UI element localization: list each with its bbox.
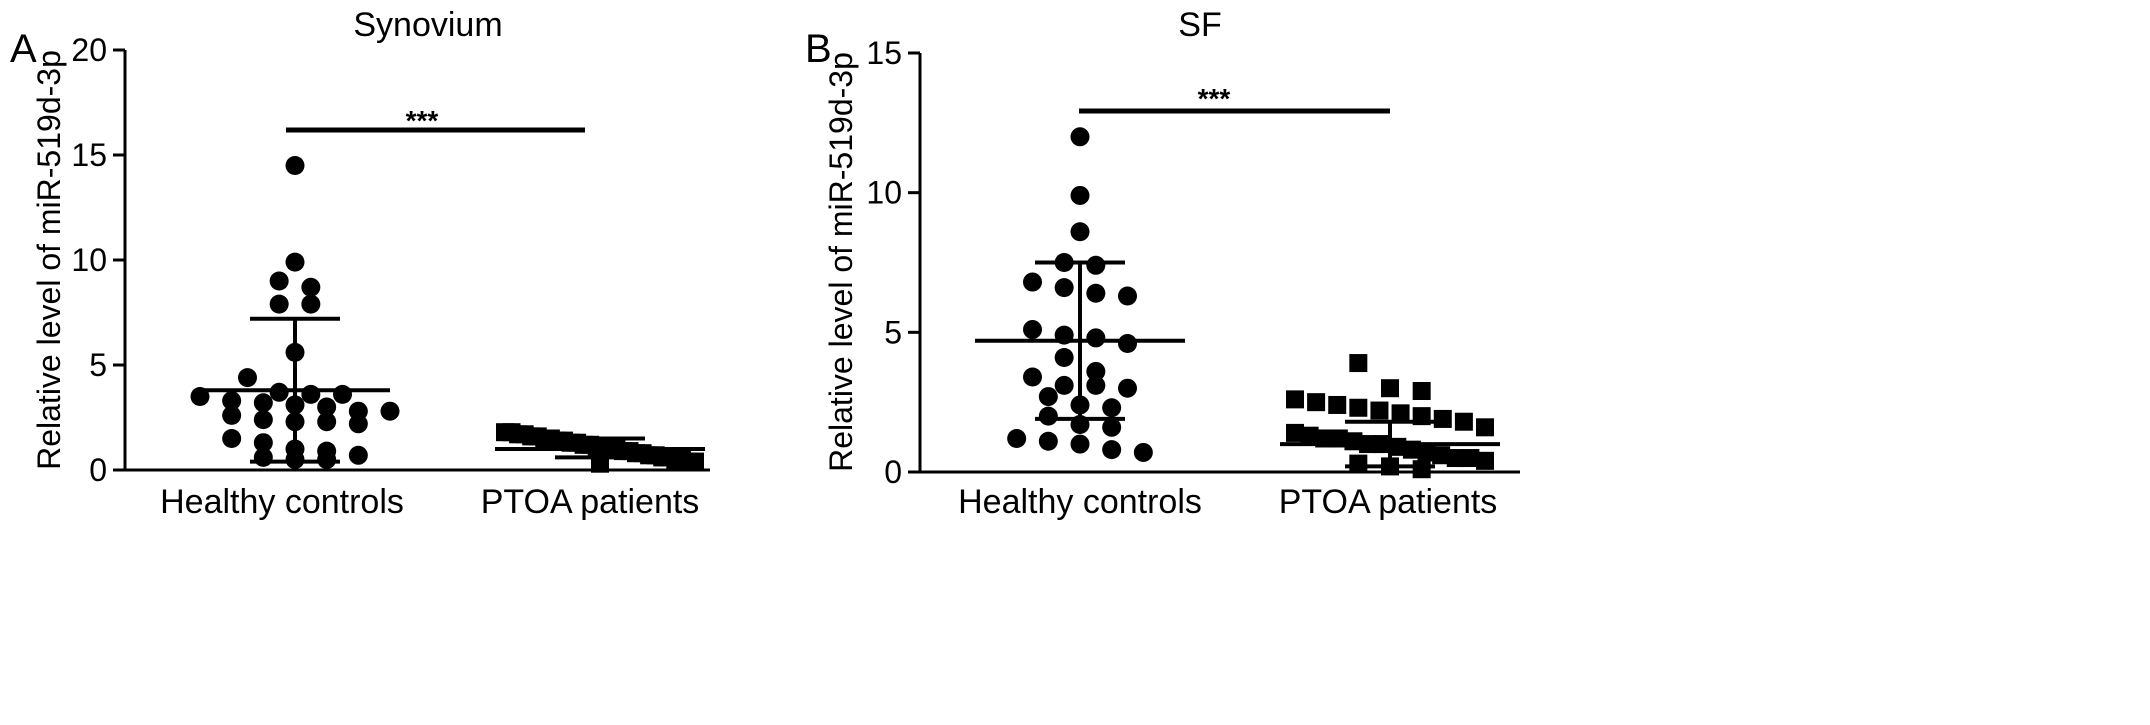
panel-b-ptoa-point-11 [1454, 412, 1473, 431]
panel-a-healthy-point-3 [301, 277, 321, 297]
panel-b-ptoa-point-4 [1307, 393, 1326, 412]
panel-a-healthy-point-12 [222, 391, 242, 411]
panel-b-ptoa-point-13 [1286, 423, 1304, 442]
panel-b-healthy-point-0 [1070, 127, 1090, 147]
panel-b-data [975, 127, 1500, 479]
panel-b-ptoa-point-2 [1412, 381, 1431, 400]
panel-a-healthy-point-9 [301, 384, 321, 404]
panel-a-healthy-point-2 [269, 271, 289, 291]
panel-b-healthy-point-1 [1070, 185, 1090, 205]
panel-b-ptoa-point-7 [1370, 401, 1389, 420]
panel-b-healthy-point-6 [1054, 278, 1074, 298]
panel-a-healthy-point-7 [238, 368, 257, 388]
panel-a-letter: A [10, 27, 37, 71]
panel-b-ptoa-point-8 [1391, 404, 1410, 423]
panel-b-ptoa-point-25 [1461, 449, 1480, 468]
panel-b-healthy-point-4 [1086, 255, 1106, 275]
panel-a-title: Synovium [353, 6, 502, 44]
panel-a-y-tick-label-1: 5 [89, 347, 107, 383]
panel-a-healthy-point-30 [317, 450, 337, 469]
panel-a-healthy-point-17 [380, 401, 400, 421]
panel-a-healthy-point-5 [301, 294, 321, 314]
panel-a-data [190, 156, 705, 473]
panel-b-y-tick-label-3: 15 [866, 35, 902, 71]
panel-b-y-ticks: 0 5 10 15 [866, 35, 920, 490]
panel-b-ptoa-point-23 [1432, 446, 1451, 465]
panel-a-healthy-point-4 [269, 294, 289, 314]
panel-a-healthy-point-23 [222, 429, 242, 448]
panel-a-healthy-point-8 [269, 382, 289, 402]
panel-b-healthy-point-11 [1086, 328, 1106, 348]
panel-a-healthy-point-24 [253, 433, 273, 453]
panel-b-y-tick-label-1: 5 [884, 314, 902, 350]
panel-b-healthy-point-5 [1023, 272, 1042, 292]
panel-b-ptoa-point-12 [1476, 418, 1494, 437]
panel-b-healthy-point-9 [1023, 320, 1042, 340]
panel-a-y-tick-label-2: 10 [71, 242, 107, 278]
panel-b-healthy-point-14 [1086, 361, 1106, 381]
panel-b-healthy-point-17 [1086, 375, 1106, 395]
panel-b-ptoa-point-6 [1349, 398, 1368, 417]
panel-b-healthy-point-26 [1038, 431, 1058, 451]
panel-b-healthy-point-7 [1086, 283, 1106, 303]
panel-a-healthy-point-15 [317, 397, 337, 417]
panel-b-healthy-point-12 [1118, 334, 1137, 354]
panel-a-healthy-point-27 [348, 445, 368, 465]
panel-b-ptoa-point-3 [1286, 390, 1304, 409]
panel-b-ptoa-point-10 [1433, 409, 1452, 428]
panel-b-healthy-point-28 [1102, 440, 1122, 460]
panel-a-healthy-point-10 [333, 384, 352, 404]
panel-a-y-ticks: 0 5 10 15 20 [71, 32, 125, 488]
panel-b-ptoa-point-14 [1300, 426, 1319, 445]
panel-b-category-label-ptoa: PTOA patients [1279, 483, 1498, 521]
panel-a-category-label-healthy: Healthy controls [160, 483, 404, 521]
panel-b-ptoa-point-29 [1412, 460, 1431, 479]
panel-a: A Synovium Relative level of miR-519d-3p… [10, 6, 710, 521]
panel-a-healthy-point-19 [253, 410, 273, 430]
panel-a-y-tick-label-3: 15 [71, 137, 107, 173]
panel-b-healthy-point-19 [1038, 387, 1058, 407]
panel-b-healthy-point-22 [1038, 406, 1058, 426]
panel-b: B SF Relative level of miR-519d-3p 0 5 10 1… [805, 6, 1520, 521]
panel-b-healthy-point-24 [1102, 417, 1122, 437]
panel-a-healthy-point-0 [285, 156, 305, 175]
panel-b-y-tick-label-0: 0 [884, 454, 902, 490]
panel-b-healthy-point-15 [1023, 367, 1042, 387]
panel-b-healthy-point-13 [1054, 347, 1074, 367]
panel-a-y-tick-label-0: 0 [89, 452, 107, 488]
panel-b-ptoa-point-22 [1417, 443, 1436, 462]
panel-a-healthy-point-28 [253, 447, 273, 467]
panel-b-ptoa-point-26 [1476, 451, 1494, 470]
panel-b-healthy-point-8 [1118, 286, 1137, 306]
panel-a-ptoa-point-29 [686, 452, 704, 471]
panel-b-letter: B [805, 27, 832, 71]
panel-a-healthy-point-22 [348, 414, 368, 434]
panel-b-ptoa-point-0 [1349, 354, 1368, 373]
panel-a-healthy-point-1 [285, 252, 305, 272]
panel-b-y-axis-label: Relative level of miR-519d-3p [823, 52, 859, 472]
panel-b-healthy-point-16 [1054, 375, 1074, 395]
panel-b-ptoa-point-24 [1446, 449, 1465, 468]
panel-a-healthy-point-21 [317, 412, 337, 432]
panel-a-healthy-point-18 [222, 405, 242, 425]
panel-b-y-tick-label-2: 10 [866, 175, 902, 211]
panel-b-healthy-point-29 [1133, 442, 1153, 462]
panel-b-healthy-point-25 [1007, 428, 1027, 448]
panel-b-significance-label: *** [1198, 83, 1231, 114]
panel-b-healthy-point-2 [1070, 222, 1090, 242]
panel-b-ptoa-point-5 [1328, 395, 1347, 414]
panel-b-ptoa-point-27 [1349, 454, 1368, 473]
panel-a-healthy-point-13 [253, 393, 273, 413]
panel-b-title: SF [1178, 6, 1221, 44]
panel-b-healthy-point-18 [1118, 378, 1137, 398]
panel-a-y-axis-label: Relative level of miR-519d-3p [31, 50, 67, 470]
panel-b-category-label-healthy: Healthy controls [958, 483, 1202, 521]
panel-a-category-label-ptoa: PTOA patients [481, 483, 700, 521]
panel-b-healthy-point-21 [1102, 398, 1122, 418]
panel-b-ptoa-point-1 [1381, 379, 1399, 398]
panel-a-significance-label: *** [406, 105, 439, 136]
panel-a-y-tick-label-4: 20 [71, 32, 107, 68]
panel-b-healthy-point-27 [1070, 434, 1090, 454]
